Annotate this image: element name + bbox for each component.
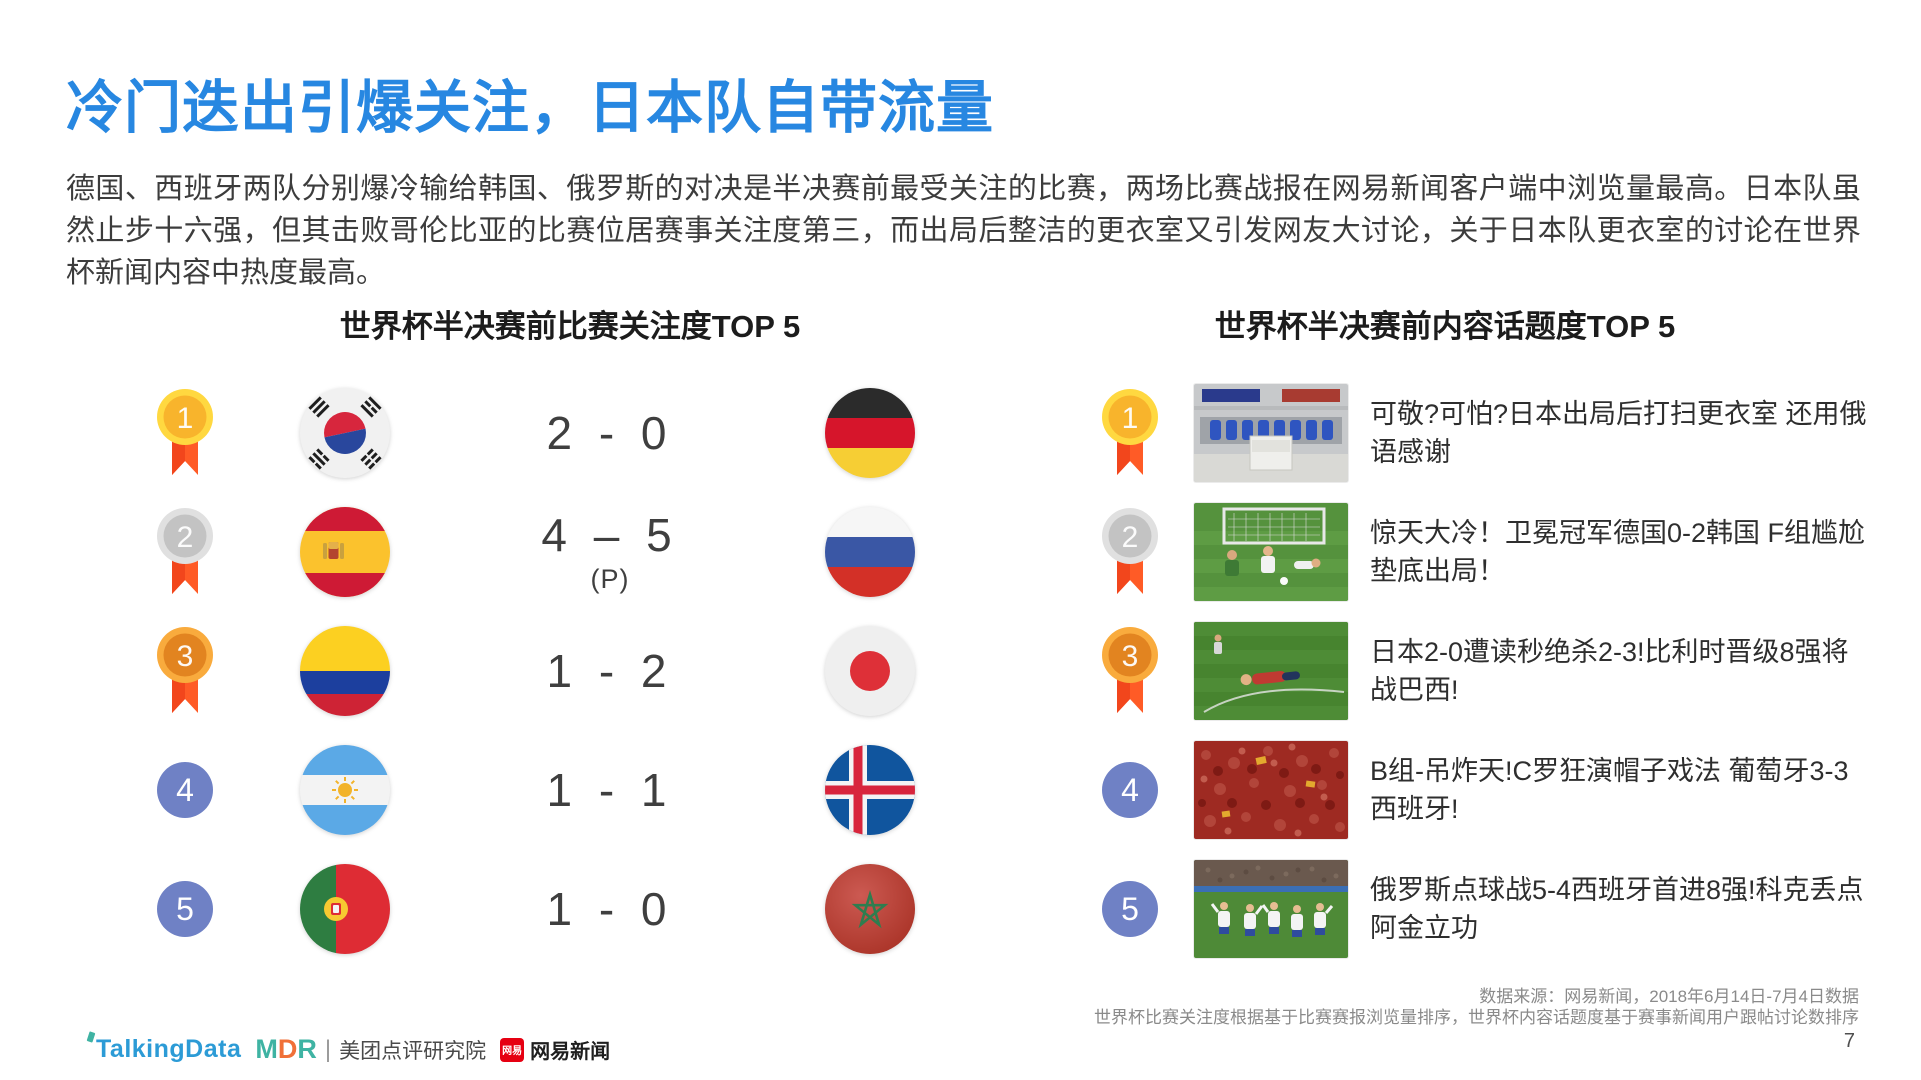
flag-argentina-icon [300,744,390,835]
rank-2-medal-icon: 2 [1101,506,1159,598]
topic-headline: 可敬?可怕?日本出局后打扫更衣室 还用俄语感谢 [1370,398,1867,467]
svg-text:1: 1 [177,402,194,435]
rank-1-medal-icon: 1 [1101,387,1159,479]
flag-south-korea-icon [300,387,390,478]
netease-app-icon: 网易 [500,1037,525,1062]
rank-5-badge-icon: 5 [156,863,214,955]
match-score-note: (P) [590,564,630,594]
topic-row-3: 3 日本2-0遭读秒绝杀2-3!比利时晋级8强将战巴西! [1100,611,1870,730]
rank-3-medal-icon: 3 [1101,625,1159,717]
match-row-4: 4 1 - 1 [130,730,970,849]
topic-row-1: 1 可敬?可怕?日本出局后打扫更衣室 还用俄语感谢 [1100,373,1870,492]
topic-row-2: 2 惊天大冷！卫冕冠军德国0-2韩国 F组尴尬垫底出局！ [1100,492,1870,611]
talkingdata-wordmark: TalkingData [96,1035,242,1063]
talkingdata-tick-icon [86,1031,96,1043]
flag-portugal-icon [300,863,390,954]
rank-2-medal-icon: 2 [156,506,214,598]
svg-text:4: 4 [1121,772,1139,808]
match-score: 4 – 5 [541,509,679,561]
topic-row-5: 5 俄罗斯点球战5-4西班牙首进8强!科克丢点阿金立功 [1100,849,1870,968]
match-score: 1 - 1 [546,763,674,816]
meituan-research-label: 美团点评研究院 [339,1039,487,1063]
meituan-dianping-research-logo: MDR | 美团点评研究院 [255,1034,486,1065]
player-on-ground-photo [1194,621,1348,720]
goal-scene-photo [1194,502,1348,601]
svg-text:5: 5 [1121,891,1139,927]
netease-news-label: 网易新闻 [530,1041,611,1063]
locker-room-photo [1194,383,1348,482]
rank-4-badge-icon: 4 [1101,744,1159,836]
source-line-1: 数据来源：网易新闻，2018年6月14日-7月4日数据 [1479,987,1859,1006]
rank-3-medal-icon: 3 [156,625,214,717]
netease-news-logo: 网易 网易新闻 [500,1035,610,1064]
flag-morocco-icon [825,863,915,954]
page-title: 冷门迭出引爆关注，日本队自带流量 [66,76,994,140]
flag-japan-icon [825,625,915,716]
svg-text:2: 2 [177,521,194,554]
match-score: 1 - 2 [546,644,674,697]
rank-1-medal-icon: 1 [156,387,214,479]
topic-row-4: 4 B组-吊炸天!C罗狂演帽子戏法 葡萄牙3-3西班牙! [1100,730,1870,849]
topic-headline: 惊天大冷！卫冕冠军德国0-2韩国 F组尴尬垫底出局！ [1370,517,1866,586]
flag-russia-icon [825,506,915,597]
match-row-3: 3 1 - 2 [130,611,970,730]
left-panel-title: 世界杯半决赛前比赛关注度TOP 5 [339,309,801,344]
rank-4-badge-icon: 4 [156,744,214,836]
data-source-note: 数据来源：网易新闻，2018年6月14日-7月4日数据 世界杯比赛关注度根据基于… [1094,986,1859,1028]
match-score: 2 - 0 [546,406,674,459]
logo-divider: | [324,1035,332,1063]
match-attention-list: 1 2 - 0 2 4 – 5 (P) 3 1 - 2 4 1 - 1 5 1 -… [130,373,970,968]
match-score: 1 - 0 [546,882,674,935]
talkingdata-logo: TalkingData [86,1031,242,1064]
svg-text:2: 2 [1122,521,1139,554]
red-crowd-photo [1194,740,1348,839]
team-celebration-photo [1194,859,1348,958]
match-row-5: 5 1 - 0 [130,849,970,968]
svg-text:3: 3 [1122,640,1139,673]
flag-spain-icon [300,506,390,597]
flag-germany-icon [825,387,915,478]
content-topic-list: 1 可敬?可怕?日本出局后打扫更衣室 还用俄语感谢 2 惊天大冷！卫冕冠军德国0… [1100,373,1870,968]
mdr-mark-icon: MDR [255,1034,317,1064]
svg-text:3: 3 [177,640,194,673]
svg-text:1: 1 [1122,402,1139,435]
match-row-1: 1 2 - 0 [130,373,970,492]
svg-text:4: 4 [176,772,194,808]
footer-logos: TalkingData MDR | 美团点评研究院 网易 网易新闻 [86,1031,610,1065]
topic-headline: B组-吊炸天!C罗狂演帽子戏法 葡萄牙3-3西班牙! [1370,755,1849,824]
topic-headline: 俄罗斯点球战5-4西班牙首进8强!科克丢点阿金立功 [1370,874,1864,943]
rank-5-badge-icon: 5 [1101,863,1159,955]
source-line-2: 世界杯比赛关注度根据基于比赛赛报浏览量排序，世界杯内容话题度基于赛事新闻用户跟帖… [1094,1008,1859,1027]
summary-paragraph: 德国、西班牙两队分别爆冷输给韩国、俄罗斯的对决是半决赛前最受关注的比赛，两场比赛… [66,173,1861,289]
flag-iceland-icon [825,744,915,835]
flag-colombia-icon [300,625,390,716]
page-number: 7 [1843,1030,1855,1052]
topic-headline: 日本2-0遭读秒绝杀2-3!比利时晋级8强将战巴西! [1370,636,1849,705]
right-panel-title: 世界杯半决赛前内容话题度TOP 5 [1214,309,1676,344]
svg-text:5: 5 [176,891,194,927]
match-row-2: 2 4 – 5 (P) [130,492,970,611]
